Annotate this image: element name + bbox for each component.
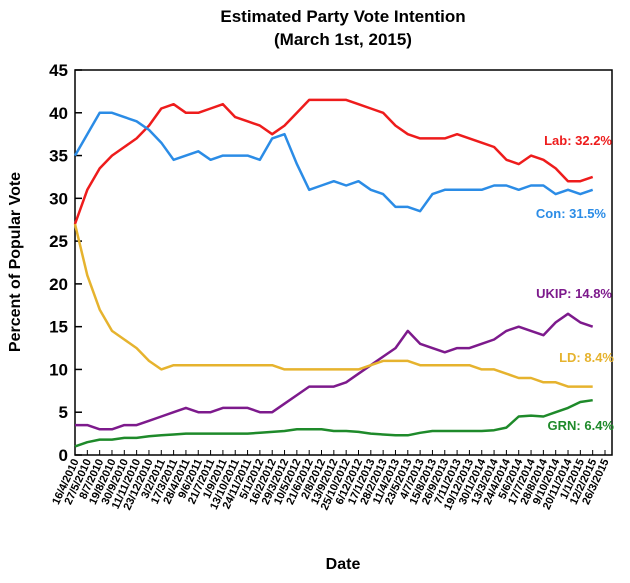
y-tick-label: 35	[49, 147, 68, 166]
series-line	[73, 98, 594, 225]
y-tick-label: 15	[49, 318, 68, 337]
y-axis-label: Percent of Popular Vote	[7, 172, 24, 352]
chart-title: Estimated Party Vote Intention	[220, 7, 465, 26]
series-label: UKIP: 14.8%	[536, 286, 612, 301]
series-label: Con: 31.5%	[536, 206, 607, 221]
series-label: LD: 8.4%	[559, 350, 614, 365]
y-tick-label: 5	[59, 403, 68, 422]
y-tick-label: 20	[49, 275, 68, 294]
series-line	[73, 111, 594, 213]
plot-frame	[74, 69, 613, 456]
y-tick-label: 45	[49, 61, 68, 80]
series-label: GRN: 6.4%	[548, 418, 615, 433]
series-line	[75, 312, 594, 431]
y-tick-label: 40	[49, 104, 68, 123]
series-line	[74, 398, 593, 448]
y-tick-label: 30	[49, 189, 68, 208]
series-line	[73, 223, 593, 388]
x-axis-label: Date	[326, 556, 361, 573]
y-tick-label: 0	[59, 446, 68, 465]
y-tick-label: 25	[49, 232, 68, 251]
y-tick-label: 10	[49, 360, 68, 379]
series-label: Lab: 32.2%	[544, 133, 612, 148]
chart-subtitle: (March 1st, 2015)	[274, 30, 412, 49]
